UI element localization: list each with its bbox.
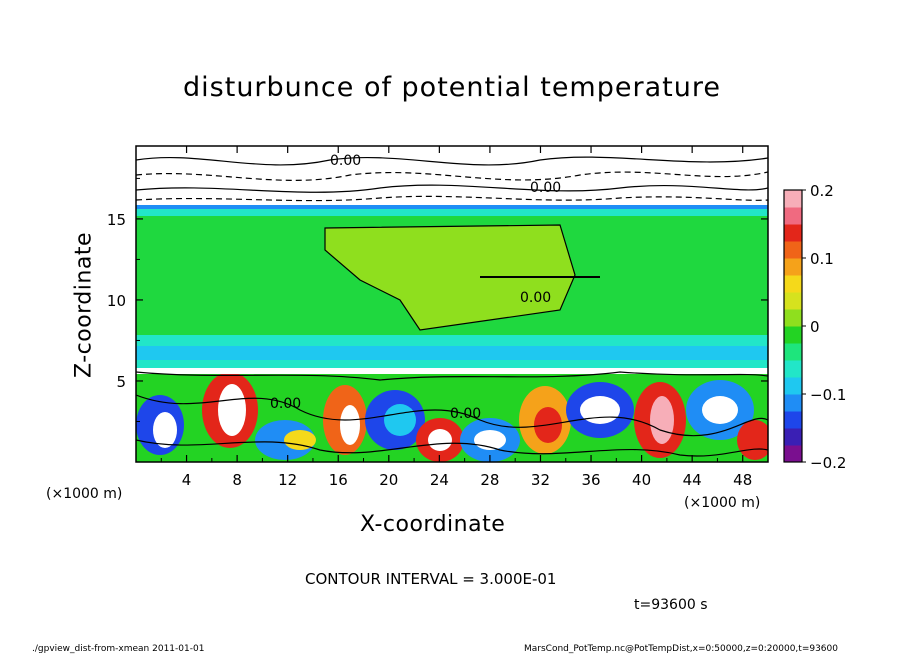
x-tick-label: 4 bbox=[182, 471, 192, 489]
colorbar-segment bbox=[784, 309, 802, 327]
x-tick-label: 20 bbox=[379, 471, 398, 489]
colorbar-segment bbox=[784, 241, 802, 259]
colorbar-tick-label: −0.2 bbox=[810, 454, 846, 472]
x-axis: 4 8 12 16 20 24 28 32 36 40 44 48 bbox=[160, 146, 752, 489]
x-tick-label: 24 bbox=[430, 471, 449, 489]
time-label: t=93600 s bbox=[634, 597, 708, 613]
x-tick-label: 8 bbox=[232, 471, 242, 489]
colorbar-tick-label: 0 bbox=[810, 318, 820, 336]
positive-patch-center bbox=[325, 225, 575, 330]
mid-lightblue-band bbox=[136, 346, 768, 360]
x-tick-label: 16 bbox=[329, 471, 348, 489]
footer-right: MarsCond_PotTemp.nc@PotTempDist,x=0:5000… bbox=[524, 644, 838, 654]
chart-title: disturbunce of potential temperature bbox=[183, 72, 721, 103]
y-tick-label: 10 bbox=[107, 292, 126, 310]
field-layer: 0.00 0.00 0.00 0.00 0.00 bbox=[136, 146, 768, 462]
colorbar-tick-label: 0.2 bbox=[810, 182, 834, 200]
colorbar-segment bbox=[784, 394, 802, 412]
x-tick-label: 36 bbox=[581, 471, 600, 489]
contour-label: 0.00 bbox=[270, 396, 301, 412]
y-tick-label: 15 bbox=[107, 211, 126, 229]
colorbar-segment bbox=[784, 343, 802, 361]
y-tick-label: 5 bbox=[116, 373, 126, 391]
colorbar-tick-label: 0.1 bbox=[810, 250, 834, 268]
colorbar-tick-label: −0.1 bbox=[810, 386, 846, 404]
contour-labels: 0.00 0.00 0.00 0.00 0.00 bbox=[270, 153, 561, 422]
contour-interval: CONTOUR INTERVAL = 3.000E-01 bbox=[305, 570, 557, 588]
x-tick-label: 48 bbox=[733, 471, 752, 489]
x-unit-left: (×1000 m) bbox=[46, 486, 123, 502]
x-tick-label: 28 bbox=[480, 471, 499, 489]
lower-top-white-strip bbox=[136, 368, 768, 374]
colorbar-segment bbox=[784, 190, 802, 208]
y-axis: 5 10 15 bbox=[107, 177, 768, 422]
colorbar-segment bbox=[784, 326, 802, 344]
mid-cyan-band bbox=[136, 335, 768, 347]
upper-blue-strip bbox=[136, 205, 768, 209]
upper-disturbance-band bbox=[136, 146, 768, 208]
colorbar-segment bbox=[784, 224, 802, 242]
colorbar-segment bbox=[784, 275, 802, 293]
x-tick-label: 32 bbox=[531, 471, 550, 489]
x-tick-label: 44 bbox=[683, 471, 702, 489]
mid-cyan-band-2 bbox=[136, 360, 768, 370]
contour-label: 0.00 bbox=[520, 290, 551, 306]
colorbar-segment bbox=[784, 445, 802, 463]
x-tick-label: 40 bbox=[632, 471, 651, 489]
colorbar-segment bbox=[784, 428, 802, 446]
contour-label: 0.00 bbox=[330, 153, 361, 169]
contour-label: 0.00 bbox=[450, 406, 481, 422]
colorbar-segment bbox=[784, 207, 802, 225]
colorbar: 0.2 0.1 0 −0.1 −0.2 bbox=[783, 182, 846, 472]
x-tick-label: 12 bbox=[278, 471, 297, 489]
footer-left: ./gpview_dist-from-xmean 2011-01-01 bbox=[32, 644, 205, 654]
upper-cyan-strip bbox=[136, 209, 768, 216]
y-axis-label: Z-coordinate bbox=[71, 232, 97, 378]
contour-label: 0.00 bbox=[530, 180, 561, 196]
plot-frame bbox=[135, 145, 769, 463]
x-unit-right: (×1000 m) bbox=[684, 495, 761, 511]
colorbar-segment bbox=[784, 258, 802, 276]
colorbar-segment bbox=[784, 292, 802, 310]
colorbar-segment bbox=[784, 360, 802, 378]
colorbar-segment bbox=[784, 411, 802, 429]
colorbar-segment bbox=[784, 377, 802, 395]
x-axis-label: X-coordinate bbox=[360, 512, 506, 537]
